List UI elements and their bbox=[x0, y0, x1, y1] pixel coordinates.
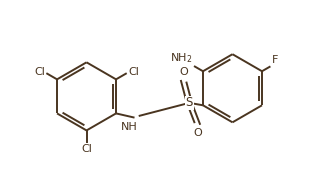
Text: Cl: Cl bbox=[81, 144, 92, 154]
Text: Cl: Cl bbox=[34, 67, 45, 77]
Text: Cl: Cl bbox=[128, 67, 139, 77]
Text: S: S bbox=[186, 96, 193, 109]
Text: F: F bbox=[272, 55, 279, 65]
Text: NH: NH bbox=[121, 122, 138, 132]
Text: O: O bbox=[193, 128, 202, 138]
Text: O: O bbox=[179, 67, 188, 77]
Text: NH$_2$: NH$_2$ bbox=[170, 52, 193, 65]
